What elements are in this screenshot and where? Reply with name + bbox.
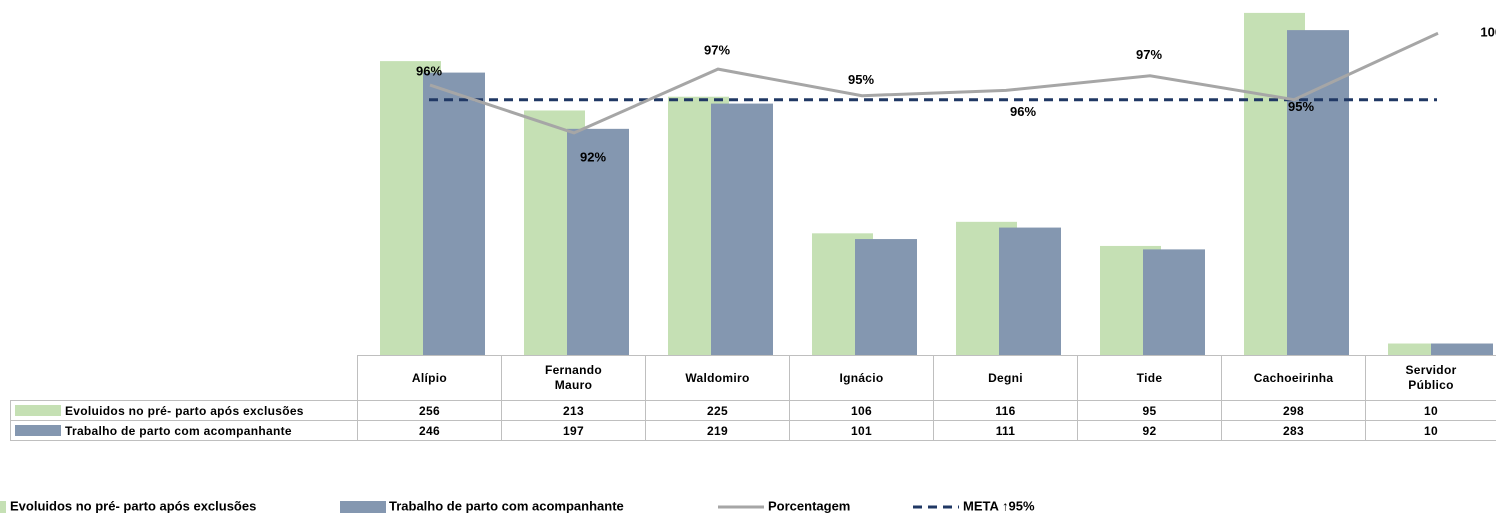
table-value: 219 xyxy=(645,420,790,441)
table-value: 225 xyxy=(645,400,790,421)
bar xyxy=(1287,30,1349,356)
legend-label: META ↑95% xyxy=(963,498,1035,513)
data-label: 100% xyxy=(1480,25,1496,40)
data-label: 92% xyxy=(580,149,606,164)
table-value: 197 xyxy=(501,420,646,441)
table-value: 283 xyxy=(1221,420,1366,441)
bar xyxy=(1431,343,1493,355)
row-label: Trabalho de parto com acompanhante xyxy=(65,423,292,438)
table-value: 298 xyxy=(1221,400,1366,421)
data-label: 97% xyxy=(704,43,730,58)
legend-swatch xyxy=(0,501,6,513)
table-header: Waldomiro xyxy=(645,355,790,401)
data-label: 96% xyxy=(416,64,442,79)
bar xyxy=(423,72,485,355)
table-header: Degni xyxy=(933,355,1078,401)
table-value: 256 xyxy=(357,400,502,421)
legend-swatch xyxy=(15,405,61,416)
table-value: 10 xyxy=(1365,400,1496,421)
table-value: 116 xyxy=(933,400,1078,421)
table-header: Servidor Público xyxy=(1365,355,1496,401)
table-value: 10 xyxy=(1365,420,1496,441)
legend-label: Trabalho de parto com acompanhante xyxy=(389,498,624,513)
table-header: Ignácio xyxy=(789,355,934,401)
bar xyxy=(1388,343,1449,355)
percentage-line xyxy=(429,31,1439,135)
table-value: 246 xyxy=(357,420,502,441)
data-label: 97% xyxy=(1136,47,1162,62)
data-label: 95% xyxy=(1288,99,1314,114)
table-value: 101 xyxy=(789,420,934,441)
bar xyxy=(567,128,629,355)
table-value: 92 xyxy=(1077,420,1222,441)
data-label: 95% xyxy=(848,72,874,87)
row-label: Evoluidos no pré- parto após exclusões xyxy=(65,403,304,418)
table-header: Fernando Mauro xyxy=(501,355,646,401)
bar xyxy=(711,103,773,355)
table-value: 111 xyxy=(933,420,1078,441)
table-row-label: Evoluidos no pré- parto após exclusões xyxy=(10,400,358,421)
legend-swatch xyxy=(15,425,61,436)
table-value: 106 xyxy=(789,400,934,421)
bar xyxy=(999,227,1061,355)
table-header: Alípio xyxy=(357,355,502,401)
table-header: Tide xyxy=(1077,355,1222,401)
table-value: 213 xyxy=(501,400,646,421)
legend-label: Porcentagem xyxy=(768,498,850,513)
bar xyxy=(855,239,917,355)
legend-label: Evoluidos no pré- parto após exclusões xyxy=(10,498,256,513)
table-value: 95 xyxy=(1077,400,1222,421)
data-label: 96% xyxy=(1010,104,1036,119)
legend-swatch xyxy=(340,501,386,513)
table-row-label: Trabalho de parto com acompanhante xyxy=(10,420,358,441)
bar xyxy=(1143,249,1205,355)
table-header: Cachoeirinha xyxy=(1221,355,1366,401)
